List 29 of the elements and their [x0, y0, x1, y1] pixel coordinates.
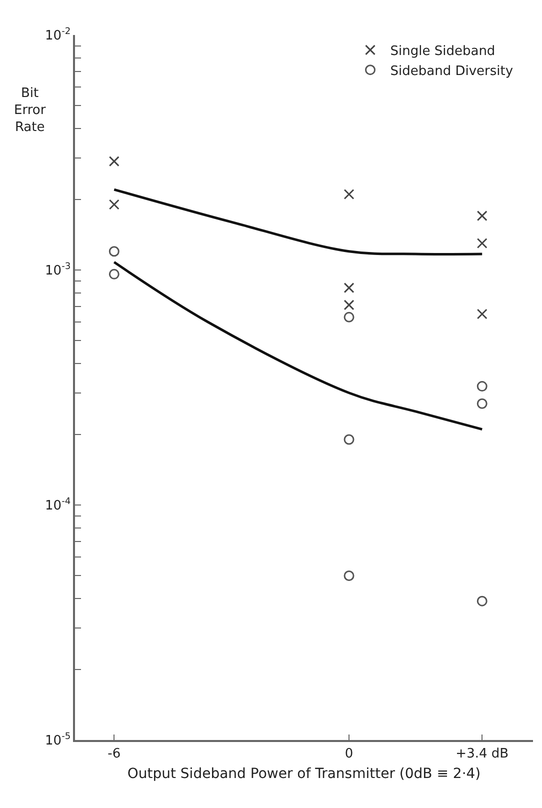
- line-series: [112, 188, 484, 256]
- point: [344, 434, 354, 445]
- point: [476, 308, 488, 320]
- point: [108, 268, 120, 280]
- point: [344, 300, 354, 310]
- point: [476, 381, 488, 392]
- y-axis-title: Bit Error Rate: [14, 86, 46, 135]
- point: [476, 398, 488, 409]
- x-axis-title: Output Sideband Power of Transmitter (0dB ≡ 2·4): [127, 766, 481, 782]
- x-tick-label: +3.4 dB: [456, 746, 509, 762]
- point: [476, 596, 488, 606]
- y-tick-label: 10$^{-5}$: [45, 732, 71, 749]
- x-tick-label: -6: [108, 746, 121, 762]
- y-tick-label: 10$^{-4}$: [45, 497, 71, 514]
- point: [476, 210, 488, 222]
- point: [476, 238, 488, 248]
- point: [344, 189, 354, 200]
- x-tick-label: 0: [344, 746, 354, 762]
- legend-label: Single Sideband: [390, 44, 496, 60]
- point: [344, 570, 354, 581]
- point: [108, 199, 120, 210]
- point: [108, 156, 120, 167]
- legend-label: Sideband Diversity: [390, 64, 514, 79]
- point: [344, 282, 354, 294]
- point: [344, 312, 354, 322]
- point: [108, 246, 120, 257]
- y-tick-label: 10$^{-2}$: [45, 27, 71, 44]
- line-series: [112, 260, 484, 431]
- y-tick-label: 10$^{-3}$: [45, 262, 71, 279]
